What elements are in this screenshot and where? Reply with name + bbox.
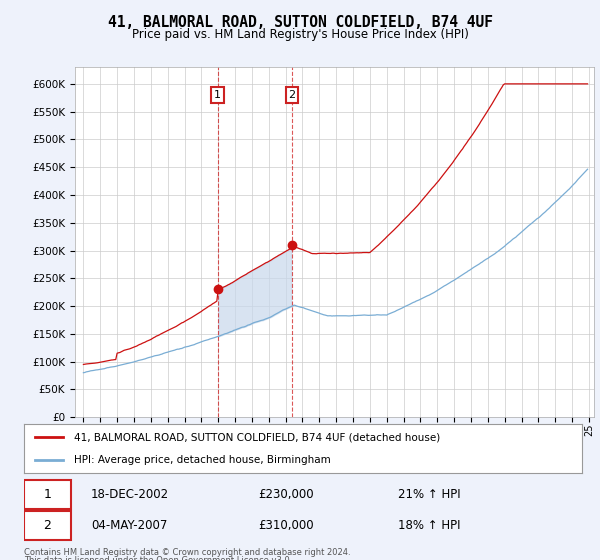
Text: £310,000: £310,000 [259,519,314,532]
Text: 1: 1 [43,488,52,501]
Text: 04-MAY-2007: 04-MAY-2007 [91,519,167,532]
FancyBboxPatch shape [24,480,71,509]
Text: 18-DEC-2002: 18-DEC-2002 [91,488,169,501]
Text: 18% ↑ HPI: 18% ↑ HPI [398,519,460,532]
Text: Price paid vs. HM Land Registry's House Price Index (HPI): Price paid vs. HM Land Registry's House … [131,28,469,41]
FancyBboxPatch shape [24,511,71,540]
Text: 41, BALMORAL ROAD, SUTTON COLDFIELD, B74 4UF: 41, BALMORAL ROAD, SUTTON COLDFIELD, B74… [107,15,493,30]
Text: 21% ↑ HPI: 21% ↑ HPI [398,488,460,501]
Text: £230,000: £230,000 [259,488,314,501]
Text: 1: 1 [214,90,221,100]
Text: This data is licensed under the Open Government Licence v3.0.: This data is licensed under the Open Gov… [24,556,292,560]
Text: 2: 2 [289,90,295,100]
Text: HPI: Average price, detached house, Birmingham: HPI: Average price, detached house, Birm… [74,455,331,465]
Text: 41, BALMORAL ROAD, SUTTON COLDFIELD, B74 4UF (detached house): 41, BALMORAL ROAD, SUTTON COLDFIELD, B74… [74,432,440,442]
Text: 2: 2 [43,519,52,532]
Text: Contains HM Land Registry data © Crown copyright and database right 2024.: Contains HM Land Registry data © Crown c… [24,548,350,557]
